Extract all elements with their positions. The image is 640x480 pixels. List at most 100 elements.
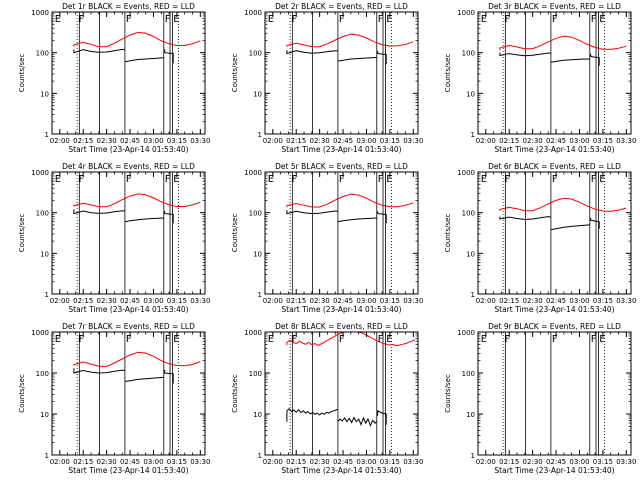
attenuator-marker-label: E	[386, 174, 392, 185]
y-tick-label: 100	[36, 50, 49, 58]
x-tick-label: 02:15	[499, 297, 519, 305]
event-rate-line	[124, 376, 164, 382]
x-tick-label: 02:30	[97, 297, 117, 305]
y-tick-label: 100	[462, 50, 475, 58]
x-tick-label: 02:45	[333, 458, 353, 466]
x-tick-label: 02:30	[310, 458, 330, 466]
x-tick-label: 02:00	[50, 297, 70, 305]
y-tick-label: 1	[258, 131, 262, 139]
y-tick-label: 100	[36, 370, 49, 378]
panel-title: Det 6r BLACK = Events, RED = LLD	[488, 162, 621, 171]
y-tick-label: 10	[40, 90, 49, 98]
plot-frame	[264, 331, 419, 456]
x-tick-label: 03:00	[569, 458, 589, 466]
attenuator-marker-label: F	[378, 14, 384, 25]
lld-rate-line	[286, 193, 414, 208]
x-tick-label: 03:00	[356, 458, 376, 466]
x-tick-label: 03:30	[190, 137, 210, 145]
x-tick-label: 02:15	[286, 137, 306, 145]
x-tick-label: 03:30	[403, 297, 423, 305]
event-rate-line	[124, 57, 164, 63]
attenuator-marker-label: E	[268, 334, 274, 345]
y-axis-label: Counts/sec	[231, 54, 239, 93]
attenuator-marker-label: F	[552, 334, 558, 345]
y-tick-label: 1000	[244, 169, 262, 177]
plot-frame	[51, 11, 206, 135]
x-tick-label: 02:15	[286, 458, 306, 466]
x-tick-label: 02:15	[286, 297, 306, 305]
attenuator-marker-label: E	[173, 14, 179, 25]
x-axis-label: Start Time (23-Apr-14 01:53:40)	[281, 466, 401, 475]
event-rate-line	[286, 407, 339, 422]
event-rate-line	[337, 57, 377, 62]
attenuator-marker-label: F	[339, 14, 345, 25]
panel-title: Det 8r BLACK = Events, RED = LLD	[275, 322, 408, 331]
x-axis-label: Start Time (23-Apr-14 01:53:40)	[494, 305, 614, 314]
x-tick-label: 02:15	[499, 137, 519, 145]
x-tick-label: 03:30	[616, 297, 636, 305]
plot-frame	[477, 11, 632, 135]
plot-frame	[51, 171, 206, 295]
x-tick-label: 03:30	[616, 458, 636, 466]
panel-title: Det 3r BLACK = Events, RED = LLD	[488, 2, 621, 11]
y-tick-label: 10	[466, 411, 475, 419]
y-tick-label: 1	[45, 452, 49, 460]
x-tick-label: 02:00	[263, 137, 283, 145]
attenuator-marker-label: F	[378, 334, 384, 345]
x-tick-label: 02:45	[120, 297, 140, 305]
x-tick-label: 02:00	[476, 137, 496, 145]
x-tick-label: 02:00	[50, 458, 70, 466]
event-rate-line	[73, 209, 125, 215]
y-tick-label: 1000	[244, 329, 262, 337]
plot-frame	[477, 171, 632, 295]
attenuator-marker-label: E	[599, 14, 605, 25]
event-rate-line	[286, 50, 338, 55]
y-tick-label: 100	[249, 370, 262, 378]
event-rate-line	[377, 51, 387, 65]
event-rate-line	[337, 217, 377, 223]
y-tick-label: 100	[36, 210, 49, 218]
y-tick-label: 100	[249, 50, 262, 58]
panel-title: Det 7r BLACK = Events, RED = LLD	[62, 322, 195, 331]
y-axis-label: Counts/sec	[444, 214, 452, 253]
plot-frame	[51, 331, 206, 456]
lld-rate-line	[499, 197, 627, 212]
attenuator-marker-label: F	[504, 334, 510, 345]
attenuator-marker-label: F	[78, 14, 84, 25]
attenuator-marker-label: F	[504, 14, 510, 25]
y-tick-label: 1	[258, 452, 262, 460]
x-tick-label: 03:00	[569, 137, 589, 145]
attenuator-marker-label: F	[291, 14, 297, 25]
event-rate-line	[73, 48, 125, 54]
x-tick-label: 03:15	[167, 458, 187, 466]
x-tick-label: 02:15	[499, 458, 519, 466]
x-axis-label: Start Time (23-Apr-14 01:53:40)	[494, 145, 614, 154]
attenuator-marker-label: F	[165, 174, 171, 185]
lld-rate-line	[499, 35, 627, 51]
event-rate-line	[590, 53, 600, 66]
y-tick-label: 10	[466, 250, 475, 258]
x-tick-label: 02:00	[263, 297, 283, 305]
attenuator-marker-label: F	[126, 174, 132, 185]
attenuator-marker-label: E	[481, 174, 487, 185]
x-axis-label: Start Time (23-Apr-14 01:53:40)	[68, 305, 188, 314]
event-rate-line	[499, 216, 551, 221]
y-tick-label: 10	[40, 411, 49, 419]
attenuator-marker-label: E	[173, 334, 179, 345]
x-tick-label: 03:15	[167, 297, 187, 305]
attenuator-marker-label: F	[165, 334, 171, 345]
x-tick-label: 02:00	[476, 458, 496, 466]
x-axis-label: Start Time (23-Apr-14 01:53:40)	[281, 305, 401, 314]
event-rate-line	[377, 211, 387, 224]
x-tick-label: 02:30	[97, 458, 117, 466]
event-rate-line	[550, 58, 590, 63]
lld-rate-line	[73, 31, 201, 48]
x-tick-label: 03:15	[380, 297, 400, 305]
attenuator-marker-label: E	[481, 334, 487, 345]
x-tick-label: 02:00	[476, 297, 496, 305]
x-tick-label: 02:30	[97, 137, 117, 145]
attenuator-marker-label: F	[126, 334, 132, 345]
